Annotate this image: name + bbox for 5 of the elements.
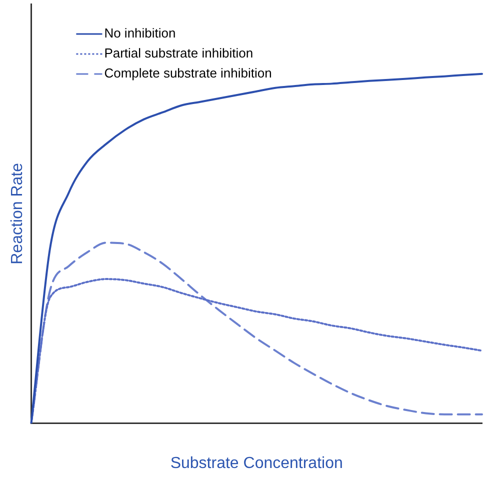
y-axis-title: Reaction Rate (9, 162, 26, 264)
x-axis-title: Substrate Concentration (170, 454, 343, 472)
legend-label: Partial substrate inhibition (104, 46, 254, 61)
legend-label: No inhibition (104, 26, 176, 41)
legend-label: Complete substrate inhibition (104, 66, 272, 81)
